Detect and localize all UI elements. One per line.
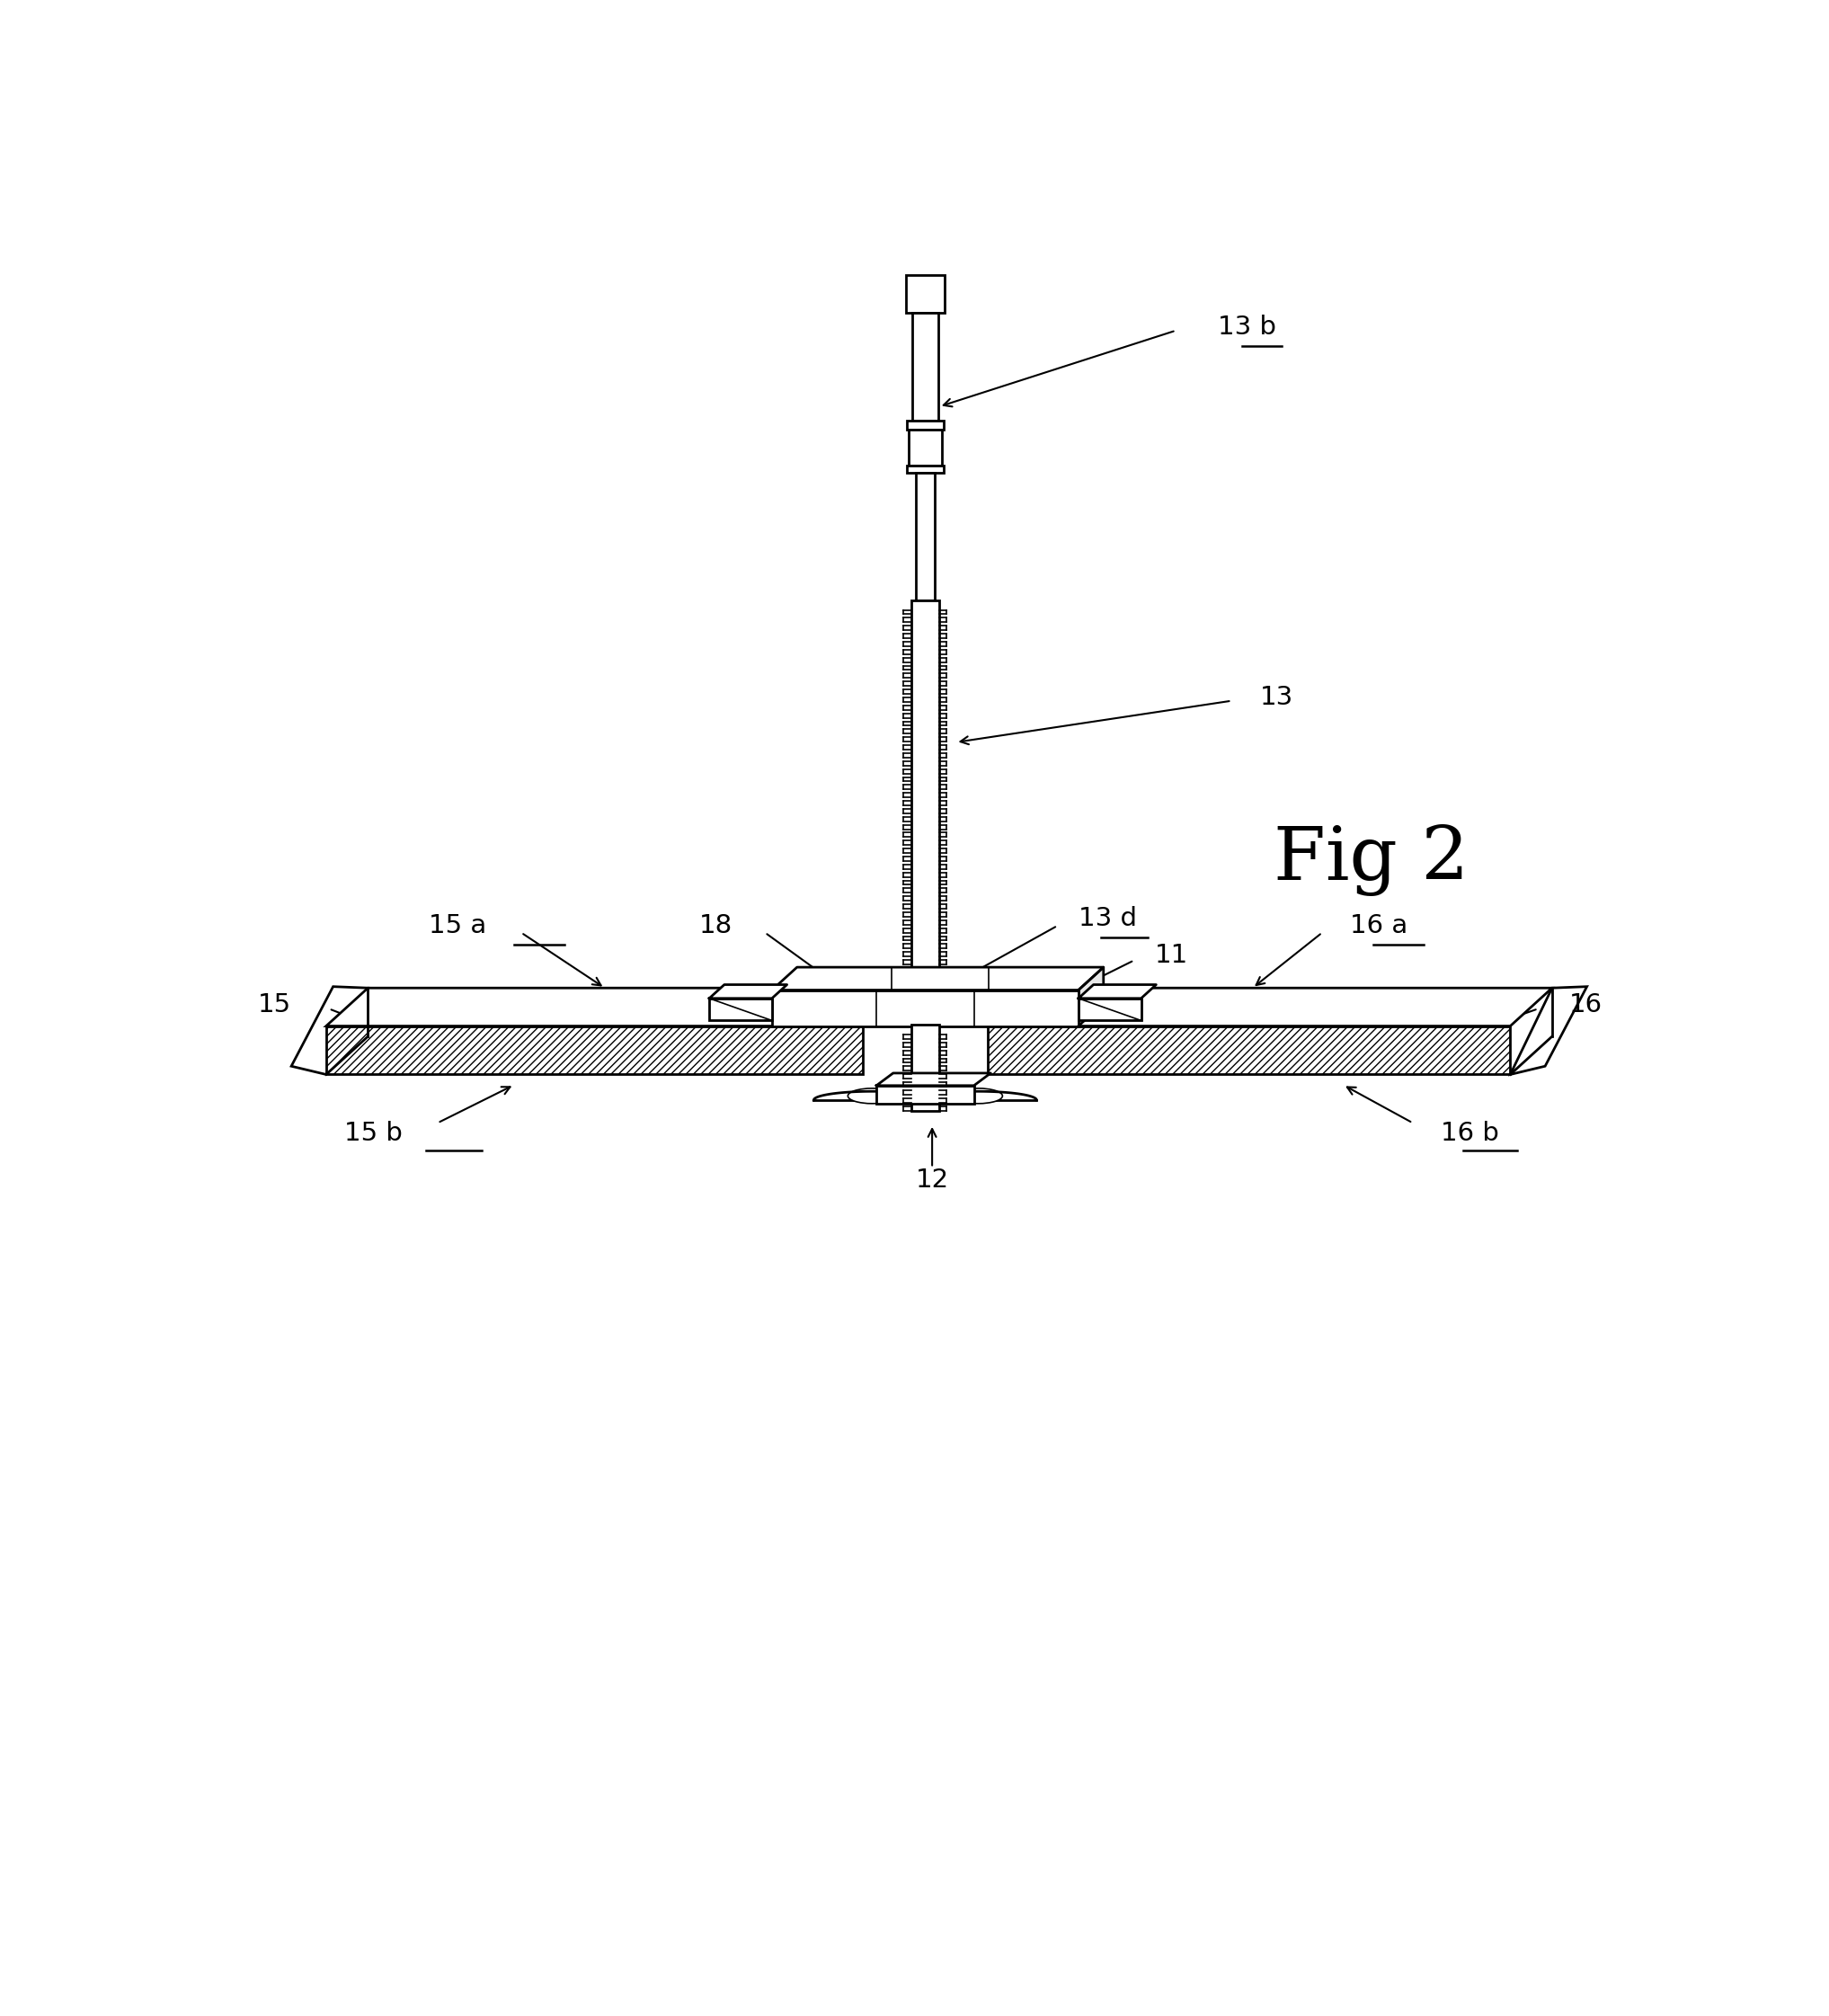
Text: 15 b: 15 b <box>344 1121 402 1145</box>
Polygon shape <box>1079 984 1156 998</box>
Text: 12: 12 <box>916 1167 949 1191</box>
Polygon shape <box>326 988 904 1026</box>
Polygon shape <box>291 986 368 1075</box>
Polygon shape <box>1511 986 1588 1075</box>
Polygon shape <box>772 968 1103 990</box>
Polygon shape <box>988 988 1553 1026</box>
Bar <box>911 1024 938 1111</box>
Bar <box>909 429 942 466</box>
Text: 15 a: 15 a <box>428 913 487 937</box>
Bar <box>907 421 944 429</box>
Polygon shape <box>988 1026 1511 1075</box>
Ellipse shape <box>849 1089 896 1103</box>
Bar <box>907 466 944 472</box>
Text: 18: 18 <box>699 913 733 937</box>
Text: 13 b: 13 b <box>1218 314 1277 339</box>
Bar <box>905 274 944 312</box>
Bar <box>772 990 1079 1026</box>
Polygon shape <box>326 1026 863 1075</box>
Text: 16: 16 <box>1569 992 1602 1018</box>
Bar <box>911 601 938 1012</box>
Text: 11: 11 <box>1156 943 1189 968</box>
Bar <box>876 1085 973 1103</box>
Ellipse shape <box>953 1089 1002 1103</box>
Polygon shape <box>710 984 786 998</box>
Text: 16 a: 16 a <box>1350 913 1408 937</box>
Text: 16 b: 16 b <box>1441 1121 1500 1145</box>
Text: 13: 13 <box>1260 685 1293 710</box>
Text: 13 d: 13 d <box>1079 905 1138 931</box>
Text: 15: 15 <box>258 992 291 1018</box>
Polygon shape <box>1079 998 1141 1020</box>
Polygon shape <box>710 998 772 1020</box>
Bar <box>913 312 938 421</box>
Polygon shape <box>876 1073 991 1085</box>
Text: Fig 2: Fig 2 <box>1273 825 1469 895</box>
Bar <box>916 472 935 601</box>
Polygon shape <box>1079 968 1103 1026</box>
